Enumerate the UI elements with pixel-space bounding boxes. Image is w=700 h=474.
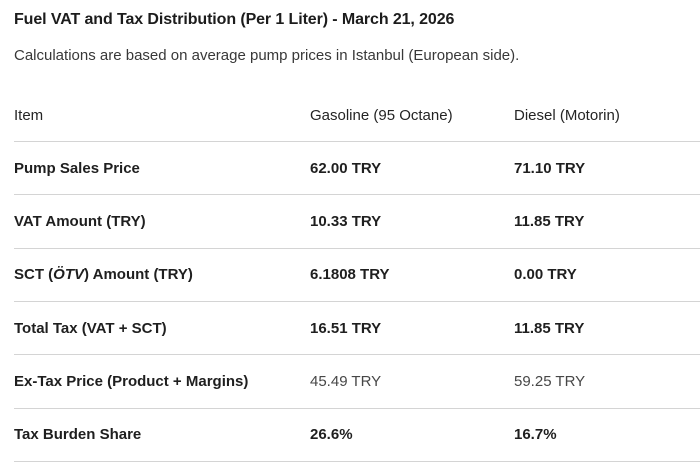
table-row-total-tax: Total Tax (VAT + SCT) 16.51 TRY 11.85 TR… <box>14 302 700 356</box>
diesel-value: 16.7% <box>514 426 557 444</box>
sct-label-suffix: ) Amount (TRY) <box>84 266 193 284</box>
table-row-vat-amount: VAT Amount (TRY) 10.33 TRY 11.85 TRY <box>14 195 700 249</box>
table-row-ex-tax-price: Ex-Tax Price (Product + Margins) 45.49 T… <box>14 355 700 409</box>
diesel-value: 59.25 TRY <box>514 372 586 390</box>
row-label: SCT (ÖTV) Amount (TRY) <box>14 266 310 283</box>
table-header-row: Item Gasoline (95 Octane) Diesel (Motori… <box>14 90 700 142</box>
column-header-diesel: Diesel (Motorin) <box>514 107 620 124</box>
column-header-item: Item <box>14 107 44 124</box>
gasoline-value: 26.6% <box>310 426 353 444</box>
diesel-value: 11.85 TRY <box>514 212 585 230</box>
gasoline-value: 62.00 TRY <box>310 159 382 177</box>
sct-label-prefix: SCT ( <box>14 266 54 284</box>
row-label: Tax Burden Share <box>14 426 142 444</box>
gasoline-value: 6.1808 TRY <box>310 266 390 284</box>
table-row-pump-sales-price: Pump Sales Price 62.00 TRY 71.10 TRY <box>14 142 700 196</box>
row-label: Pump Sales Price <box>14 159 140 177</box>
gasoline-value: 45.49 TRY <box>310 372 382 390</box>
sct-label-otv: ÖTV <box>53 266 85 284</box>
diesel-value: 11.85 TRY <box>514 319 585 337</box>
gasoline-value: 16.51 TRY <box>310 319 382 337</box>
row-label: Total Tax (VAT + SCT) <box>14 319 167 337</box>
page-subtitle: Calculations are based on average pump p… <box>14 47 520 64</box>
gasoline-value: 10.33 TRY <box>310 212 382 230</box>
fuel-tax-table: Item Gasoline (95 Octane) Diesel (Motori… <box>14 90 700 462</box>
page-title: Fuel VAT and Tax Distribution (Per 1 Lit… <box>14 11 455 28</box>
table-row-tax-burden-share: Tax Burden Share 26.6% 16.7% <box>14 409 700 462</box>
row-label: Ex-Tax Price (Product + Margins) <box>14 372 249 390</box>
column-header-gasoline: Gasoline (95 Octane) <box>310 107 453 124</box>
diesel-value: 71.10 TRY <box>514 159 586 177</box>
diesel-value: 0.00 TRY <box>514 266 577 284</box>
table-row-sct-amount: SCT (ÖTV) Amount (TRY) 6.1808 TRY 0.00 T… <box>14 249 700 302</box>
row-label: VAT Amount (TRY) <box>14 212 146 230</box>
